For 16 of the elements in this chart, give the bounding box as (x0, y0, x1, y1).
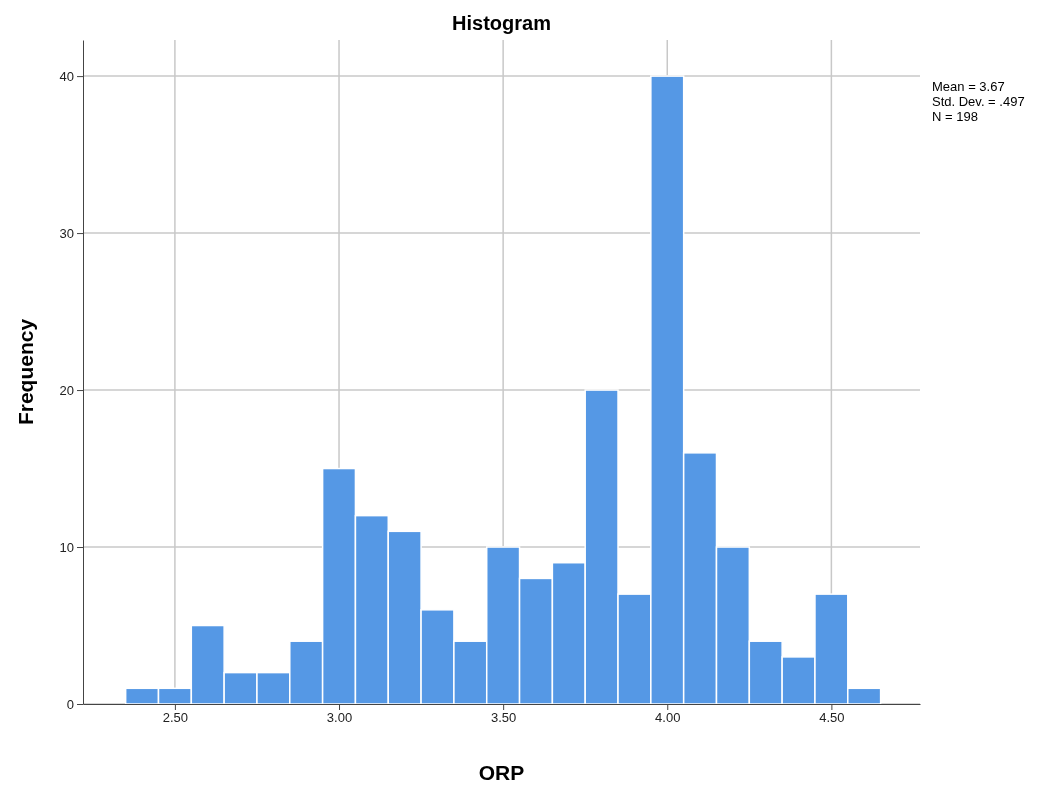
x-tick-label: 2.50 (162, 710, 189, 726)
y-axis-title: Frequency (14, 318, 37, 426)
text: Std. Dev. = .497 (932, 94, 1025, 109)
y-tick-label: 10 (59, 539, 74, 555)
y-tick-label: 40 (59, 68, 74, 84)
x-tick-label: 4.00 (655, 710, 681, 726)
text: N = 198 (932, 109, 978, 124)
x-axis-title: ORP (478, 761, 525, 784)
y-tick-label: 30 (59, 225, 74, 241)
x-tick-label: 3.50 (490, 710, 517, 726)
text: Mean = 3.67 (932, 79, 1005, 94)
x-tick-label: 4.50 (819, 710, 845, 726)
y-tick-label: 0 (66, 696, 74, 712)
chart-title: Histogram (452, 12, 551, 34)
x-tick-label: 3.00 (326, 710, 353, 726)
y-tick-label: 20 (59, 382, 74, 398)
